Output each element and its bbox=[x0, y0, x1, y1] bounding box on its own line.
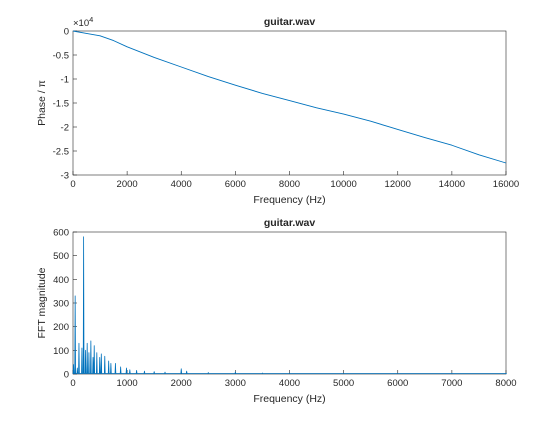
phase-x-tick-label: 16000 bbox=[493, 179, 519, 190]
phase-x-tick-label: 4000 bbox=[171, 179, 192, 190]
fft-y-tick-label: 600 bbox=[53, 228, 69, 239]
fft-y-tick-label: 400 bbox=[53, 275, 69, 286]
exponent-base: ×10 bbox=[73, 18, 89, 29]
fft-y-tick-label: 300 bbox=[53, 299, 69, 310]
phase-x-tick-label: 2000 bbox=[117, 179, 138, 190]
fft-title: guitar.wav bbox=[264, 217, 316, 229]
exponent-power: 4 bbox=[89, 15, 93, 24]
fft-x-tick-label: 5000 bbox=[333, 378, 354, 389]
phase-x-tick-label: 8000 bbox=[279, 179, 300, 190]
fft-y-label: FFT magnitude bbox=[36, 267, 48, 338]
fft-axes: guitar.wav Frequency (Hz) FFT magnitude … bbox=[36, 217, 517, 405]
fft-x-tick-label: 7000 bbox=[441, 378, 462, 389]
fft-y-tick-label: 0 bbox=[64, 370, 69, 381]
fft-x-label: Frequency (Hz) bbox=[253, 393, 325, 405]
fft-y-tick-label: 200 bbox=[53, 322, 69, 333]
phase-exponent-label: ×104 bbox=[73, 15, 93, 29]
phase-y-tick-label: 0 bbox=[64, 27, 69, 38]
phase-series-line bbox=[72, 30, 507, 164]
phase-x-tick-label: 10000 bbox=[330, 179, 356, 190]
phase-x-label: Frequency (Hz) bbox=[253, 194, 325, 206]
phase-x-tick-label: 0 bbox=[70, 179, 75, 190]
fft-series-line bbox=[72, 236, 507, 375]
phase-x-tick-label: 12000 bbox=[385, 179, 411, 190]
fft-plot-area bbox=[72, 231, 507, 375]
phase-y-tick-label: -2 bbox=[61, 123, 69, 134]
phase-y-tick-label: -0.5 bbox=[53, 51, 69, 62]
phase-ticks: 0 2000 4000 6000 8000 10000 12000 14000 16000 0 -0… bbox=[53, 27, 520, 191]
phase-y-tick-label: -2.5 bbox=[53, 147, 69, 158]
phase-y-tick-label: -1.5 bbox=[53, 99, 69, 110]
fft-y-tick-label: 100 bbox=[53, 346, 69, 357]
fft-x-tick-label: 0 bbox=[70, 378, 75, 389]
phase-x-tick-label: 6000 bbox=[225, 179, 246, 190]
phase-title: guitar.wav bbox=[264, 16, 316, 28]
phase-axes: guitar.wav Frequency (Hz) Phase / π ×104… bbox=[36, 15, 519, 206]
phase-y-tick-label: -3 bbox=[61, 171, 69, 182]
fft-x-tick-label: 3000 bbox=[225, 378, 246, 389]
fft-x-tick-label: 4000 bbox=[279, 378, 300, 389]
phase-plot-area bbox=[72, 30, 507, 176]
phase-x-tick-label: 14000 bbox=[439, 179, 465, 190]
fft-x-tick-label: 6000 bbox=[387, 378, 408, 389]
phase-y-label: Phase / π bbox=[36, 80, 48, 126]
fft-y-tick-label: 500 bbox=[53, 251, 69, 262]
phase-y-tick-label: -1 bbox=[61, 75, 69, 86]
fft-x-tick-label: 2000 bbox=[171, 378, 192, 389]
fft-x-tick-label: 8000 bbox=[495, 378, 516, 389]
fft-x-tick-label: 1000 bbox=[117, 378, 138, 389]
